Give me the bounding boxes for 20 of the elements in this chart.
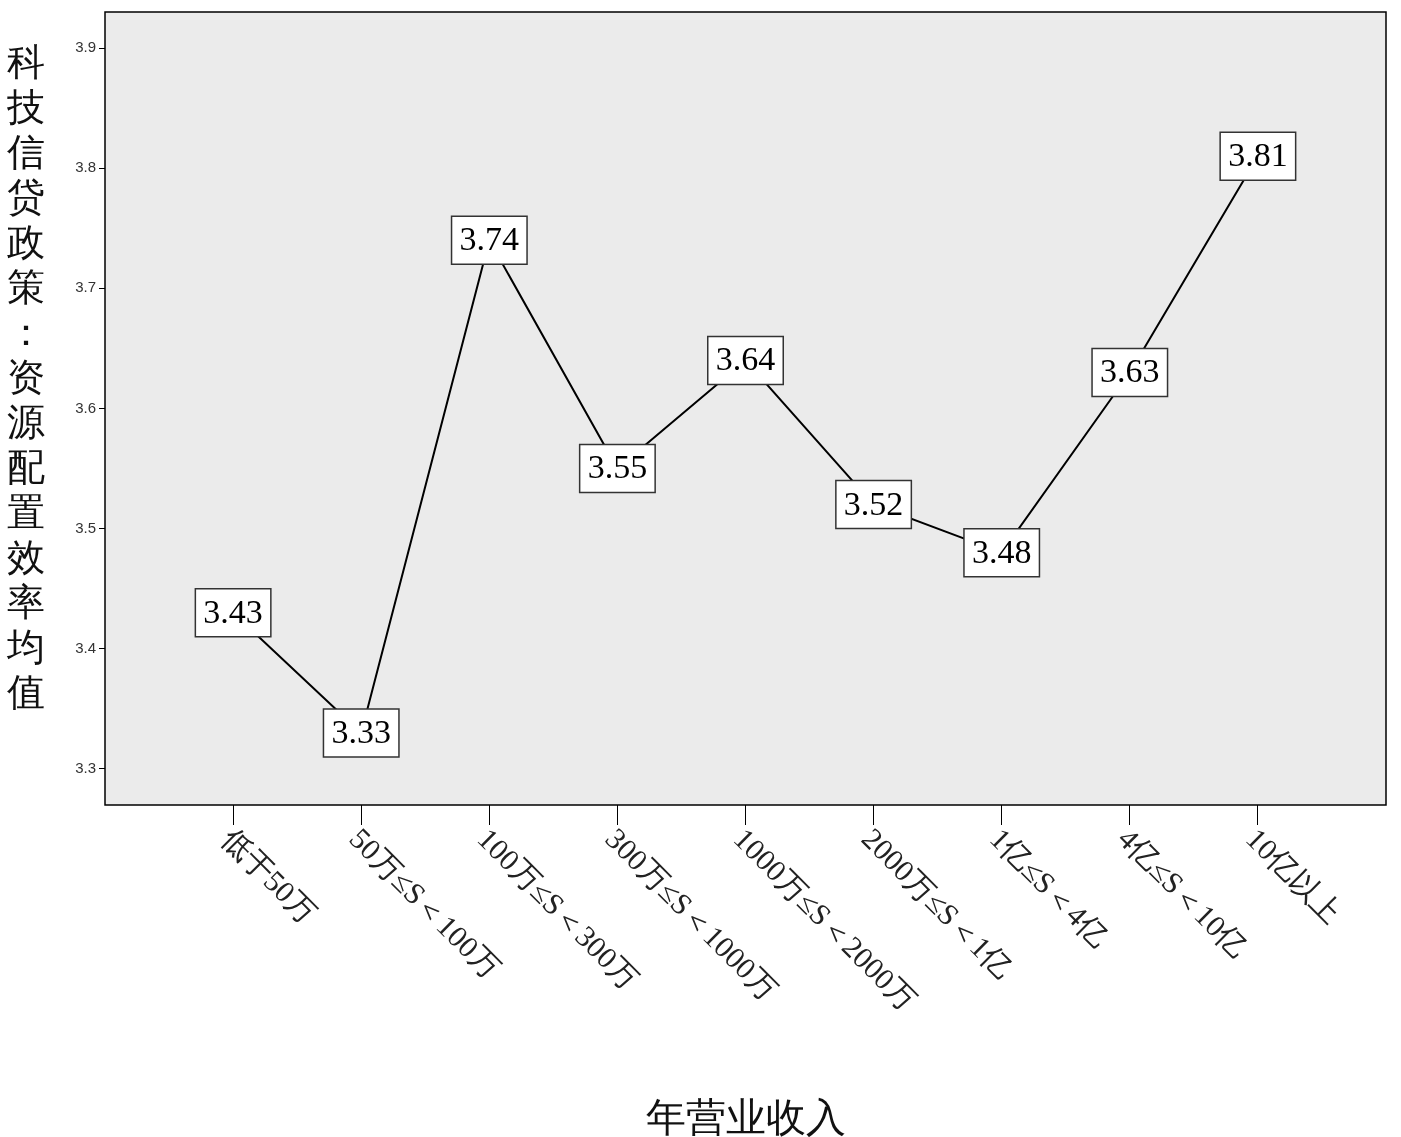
y-tick-label: 3.3	[75, 759, 96, 777]
y-tick-label: 3.4	[75, 638, 96, 656]
y-tick-label: 3.8	[75, 158, 96, 176]
data-label: 3.64	[715, 340, 776, 378]
y-tick-label: 3.6	[75, 398, 96, 416]
data-label: 3.55	[587, 448, 648, 486]
text: 科技信贷政策：资源配置效率均值	[7, 40, 45, 714]
x-axis-title: 年营业收入	[644, 1093, 847, 1137]
x-tick-label: 低于50万	[215, 821, 324, 930]
data-label: 3.48	[971, 532, 1032, 570]
data-label: 3.63	[1100, 352, 1160, 390]
y-tick-label: 3.7	[75, 278, 96, 296]
data-label: 3.52	[843, 484, 904, 522]
data-label: 3.74	[459, 220, 520, 258]
y-tick-label: 3.5	[75, 518, 96, 536]
data-label: 3.81	[1228, 136, 1288, 174]
y-tick-label: 3.9	[75, 38, 96, 56]
x-tick-label: 10亿以上	[1240, 821, 1349, 930]
data-label: 3.33	[331, 712, 391, 750]
data-label: 3.43	[203, 592, 263, 630]
